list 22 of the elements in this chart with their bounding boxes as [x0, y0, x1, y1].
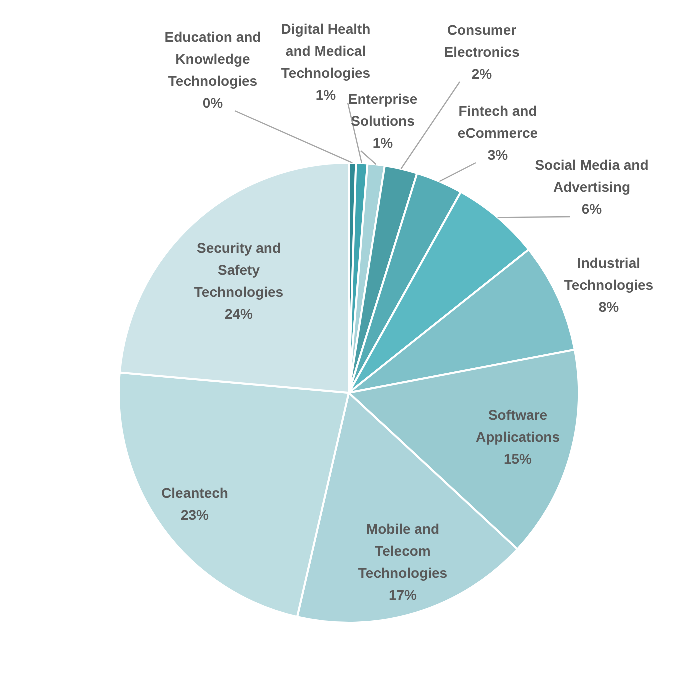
slice-label: Digital Health and Medical Technologies [281, 21, 371, 81]
data-label: 17% [388, 587, 418, 603]
slice-label: Cleantech [162, 485, 228, 501]
slice-label: Education and Knowledge Technologies [164, 29, 262, 89]
data-label: 24% [224, 306, 254, 322]
slice-label: Mobile and Telecom Technologies [358, 521, 448, 581]
slice-label: Enterprise Solutions [348, 91, 418, 129]
slice-label: Fintech and eCommerce [458, 103, 538, 141]
data-label: 1% [372, 135, 394, 151]
data-label: 23% [180, 507, 210, 523]
slice-label: Industrial Technologies [564, 255, 654, 293]
data-label: 3% [488, 147, 509, 163]
data-label: 1% [316, 87, 337, 103]
data-label: 15% [504, 451, 533, 467]
data-label: 0% [202, 95, 224, 111]
data-label: 6% [582, 201, 603, 217]
data-label: 8% [598, 299, 620, 315]
slice-label: Software Applications [476, 407, 560, 445]
slice-label: Social Media and Advertising [535, 157, 649, 195]
slice-label: Consumer Electronics [444, 22, 520, 60]
data-label: 2% [472, 66, 493, 82]
slice-label: Security and Safety Technologies [194, 240, 284, 300]
